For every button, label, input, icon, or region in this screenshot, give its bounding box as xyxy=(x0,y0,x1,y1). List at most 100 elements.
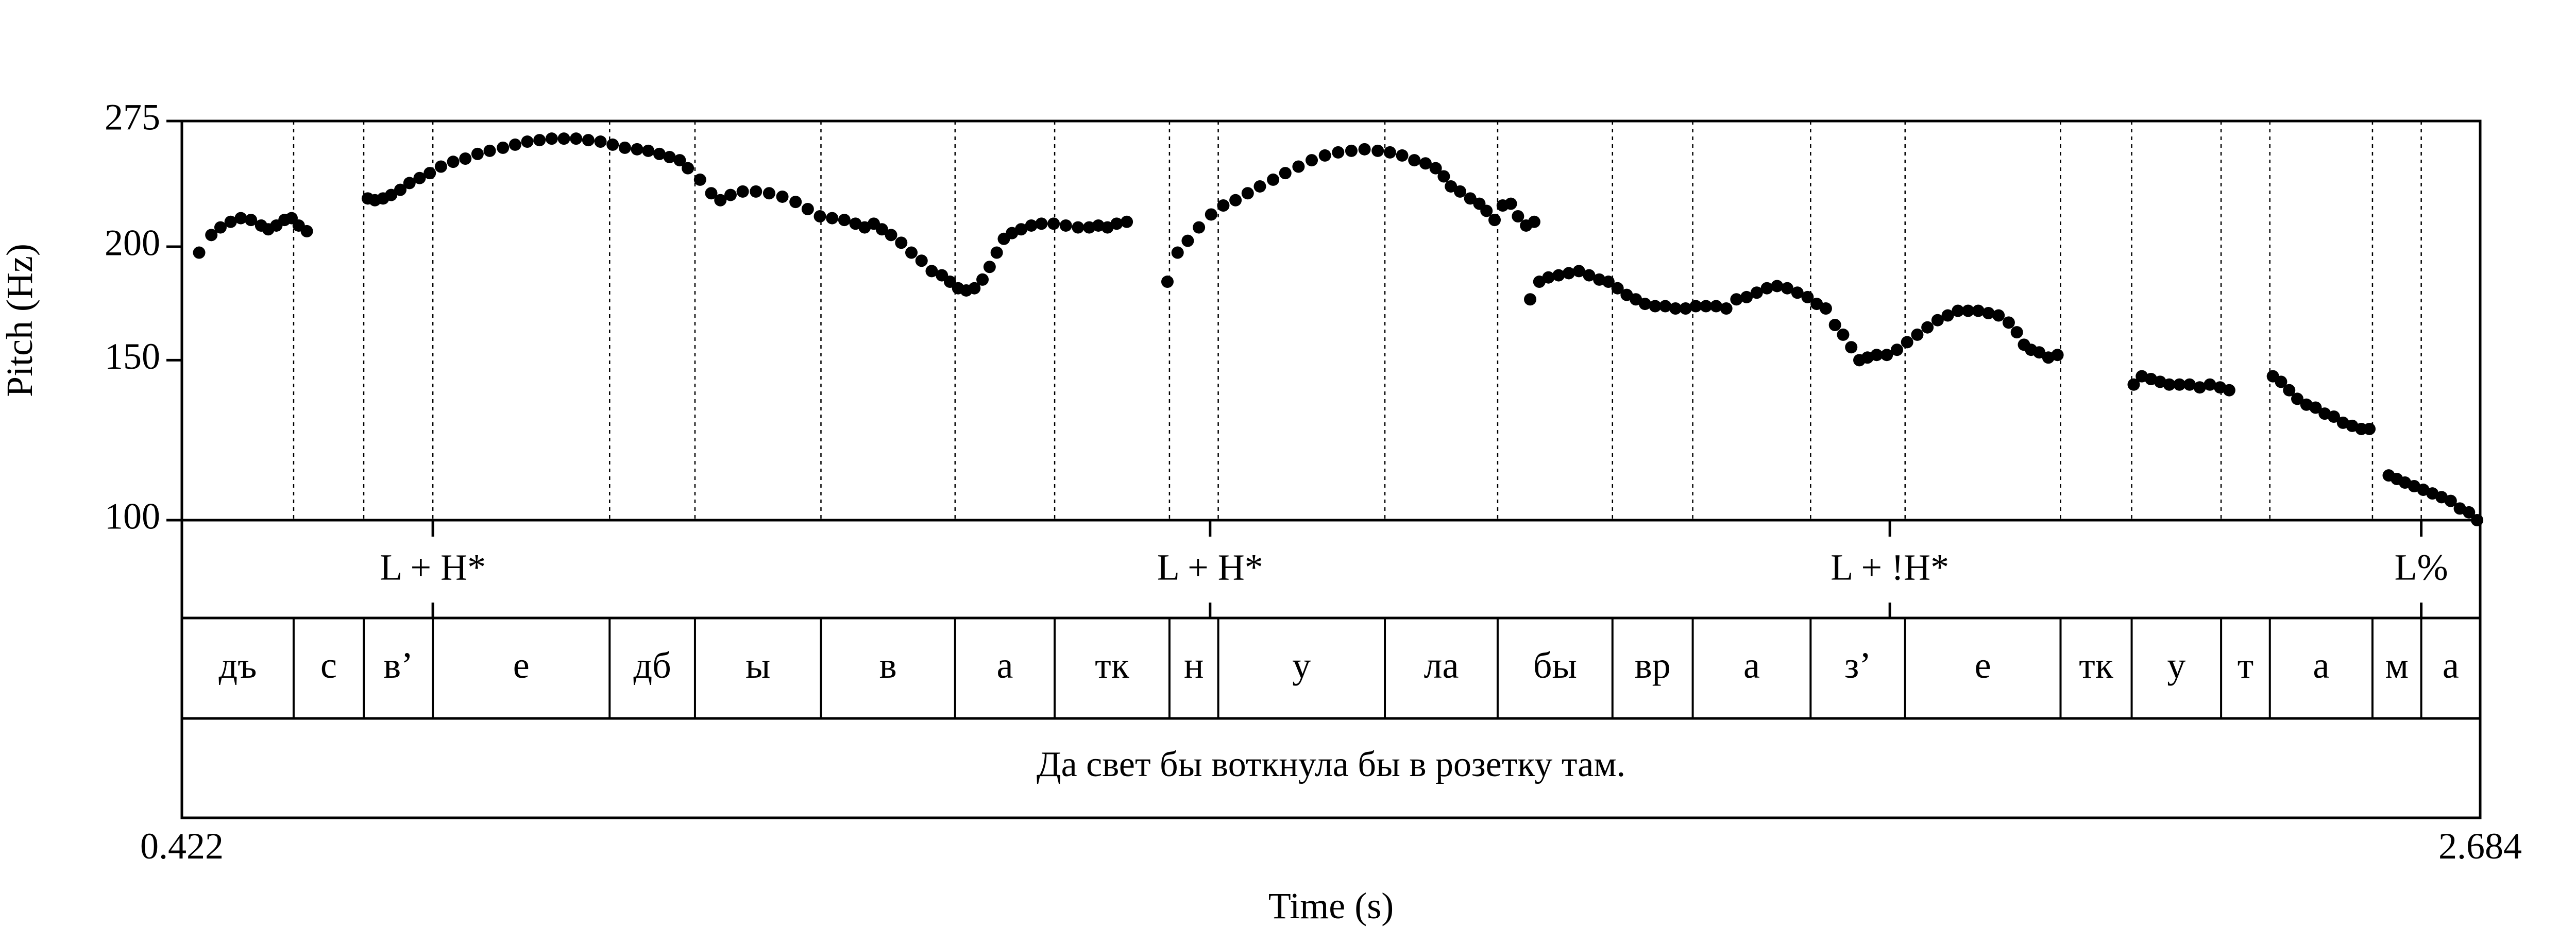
y-tick-label-150: 150 xyxy=(105,336,160,377)
pitch-point xyxy=(1488,214,1501,227)
pitch-point xyxy=(1345,144,1358,157)
pitch-point xyxy=(1771,280,1784,293)
pitch-point xyxy=(1941,309,1954,322)
pitch-point xyxy=(1819,302,1832,315)
pitch-point xyxy=(1035,217,1048,230)
pitch-point xyxy=(2309,401,2322,414)
pitch-point xyxy=(2002,316,2015,329)
segment-label: е xyxy=(1975,645,1991,686)
pitch-point xyxy=(915,254,928,267)
pitch-point xyxy=(193,246,206,259)
pitch-point xyxy=(1110,217,1123,230)
segment-label: вр xyxy=(1635,645,1671,686)
pitch-point xyxy=(483,144,496,157)
pitch-point xyxy=(1740,290,1753,303)
pitch-point xyxy=(663,150,676,163)
pitch-point xyxy=(1217,199,1230,212)
pitch-point xyxy=(1241,187,1254,200)
pitch-point xyxy=(447,156,460,168)
pitch-point xyxy=(885,229,897,242)
pitch-point xyxy=(300,225,313,237)
pitch-point xyxy=(1801,290,1814,303)
x-tick-label-start: 0.422 xyxy=(140,826,224,867)
pitch-point xyxy=(1512,210,1524,223)
pitch-point xyxy=(968,282,981,295)
pitch-point xyxy=(1572,265,1585,278)
pitch-point xyxy=(673,154,686,167)
pitch-point xyxy=(1760,282,1773,295)
pitch-point xyxy=(1952,304,1964,317)
segment-label: а xyxy=(2443,645,2459,686)
segment-label: е xyxy=(513,645,530,686)
pitch-point xyxy=(423,167,436,180)
pitch-point xyxy=(1638,298,1651,311)
pitch-point xyxy=(1059,219,1072,232)
pitch-point xyxy=(2444,494,2457,507)
pitch-point xyxy=(557,132,570,145)
pitch-point xyxy=(1480,204,1493,217)
pitch-point xyxy=(1419,157,1432,170)
pitch-point xyxy=(2223,384,2235,397)
pitch-point xyxy=(789,196,802,209)
pitch-point xyxy=(1730,293,1743,306)
pitch-point xyxy=(2010,326,2023,339)
pitch-point xyxy=(1720,302,1733,315)
pitch-point xyxy=(1649,300,1662,313)
tone-label: L% xyxy=(2395,547,2448,588)
pitch-point xyxy=(224,215,237,228)
pitch-point xyxy=(705,187,718,200)
pitch-point xyxy=(2033,346,2046,359)
pitch-point xyxy=(801,202,814,215)
sentence-tier-frame xyxy=(180,717,2482,819)
pitch-point xyxy=(895,236,908,249)
pitch-point xyxy=(714,194,727,207)
pitch-point xyxy=(983,261,996,273)
pitch-point xyxy=(570,132,583,145)
pitch-point xyxy=(990,246,1003,259)
pitch-panel-frame xyxy=(180,119,2482,522)
pitch-point xyxy=(1383,146,1396,159)
pitch-point xyxy=(1072,221,1084,234)
segment-label: у xyxy=(1292,645,1311,686)
pitch-point xyxy=(1445,180,1458,193)
segment-label: м xyxy=(2385,645,2409,686)
tone-label: L + H* xyxy=(1157,547,1263,588)
pitch-point xyxy=(875,223,888,236)
pitch-point xyxy=(2127,378,2140,391)
tone-labels: L + H* L + H* L + !H* L% xyxy=(380,547,2448,588)
segment-label: в xyxy=(879,645,897,686)
pitch-point xyxy=(1121,215,1133,228)
x-tick-label-end: 2.684 xyxy=(2438,826,2522,867)
pitch-point xyxy=(1025,219,1038,232)
pitch-point xyxy=(2283,384,2296,397)
pitch-point xyxy=(1679,302,1692,315)
segment-label: дб xyxy=(633,645,671,686)
pitch-point xyxy=(1332,146,1345,159)
pitch-point xyxy=(826,212,839,225)
tone-label: L + !H* xyxy=(1831,547,1949,588)
pitch-point xyxy=(2193,381,2206,394)
pitch-point xyxy=(1279,167,1292,180)
pitch-point xyxy=(403,177,416,190)
pitch-point xyxy=(750,185,762,198)
pitch-point xyxy=(1371,144,1384,157)
pitch-point xyxy=(1528,215,1540,228)
pitch-point xyxy=(1464,192,1477,205)
pitch-point xyxy=(1982,306,1995,319)
pitch-point xyxy=(1524,293,1537,306)
pitch-point xyxy=(1709,300,1722,313)
pitch-point xyxy=(1014,223,1027,236)
pitch-point xyxy=(471,147,484,160)
pitch-point xyxy=(533,134,546,147)
tone-label: L + H* xyxy=(380,547,486,588)
pitch-point xyxy=(814,210,826,223)
tone-tier-frame xyxy=(180,519,2482,620)
pitch-point xyxy=(905,246,918,259)
pitch-point xyxy=(1267,173,1280,186)
pitch-point xyxy=(1901,336,1913,349)
y-axis: 100 150 200 275 xyxy=(105,97,182,537)
segment-label: тк xyxy=(1095,645,1129,686)
pitch-point xyxy=(1437,170,1450,183)
segment-label: с xyxy=(320,645,337,686)
pitch-point xyxy=(434,160,447,173)
